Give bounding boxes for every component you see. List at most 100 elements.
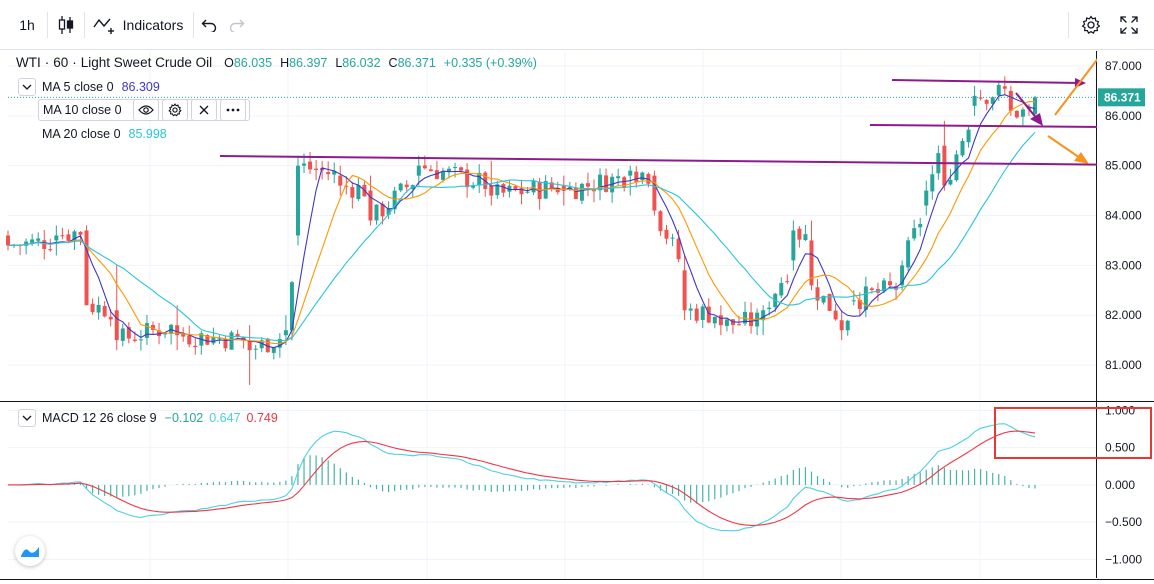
candle	[102, 301, 107, 318]
candle	[700, 304, 705, 328]
candle-body	[259, 340, 264, 349]
candle-body	[827, 293, 832, 311]
more-button[interactable]	[219, 99, 246, 121]
candle-body	[930, 174, 935, 192]
candle	[815, 279, 820, 311]
candle-body	[211, 336, 216, 344]
indicators-button[interactable]: Indicators	[88, 9, 188, 41]
resistance-line	[891, 79, 1081, 84]
indicator-name: MA 5 close 0	[42, 80, 114, 94]
collapse-toggle[interactable]	[18, 409, 36, 427]
down-arrow-line	[1015, 92, 1039, 121]
tradingview-logo[interactable]	[15, 536, 45, 566]
candle-body	[489, 185, 494, 196]
candle	[6, 230, 10, 251]
candle	[114, 265, 119, 351]
candle	[519, 179, 524, 205]
candle	[682, 255, 687, 321]
chart-canvas[interactable]: 87.000 86.000 85.000 84.000 83.000 82.000 81.0…	[0, 51, 1154, 584]
candle-body	[78, 232, 83, 235]
candle-body	[821, 295, 826, 303]
candle-body	[900, 265, 905, 286]
chart-type-button[interactable]	[52, 9, 80, 41]
macd-tick-label: 0.500	[1105, 441, 1135, 455]
candle	[851, 290, 856, 306]
candle-body	[193, 345, 198, 348]
settings-button[interactable]	[1077, 9, 1105, 41]
candle-body	[966, 129, 971, 143]
current-price-label: 86.371	[1104, 90, 1141, 104]
candle-body	[187, 335, 192, 345]
indicator-settings-button[interactable]	[161, 99, 188, 121]
candle	[984, 98, 989, 111]
candle-body	[706, 306, 711, 323]
candle-body	[622, 177, 627, 188]
candle-body	[833, 310, 838, 320]
collapse-toggle[interactable]	[18, 78, 36, 96]
fullscreen-button[interactable]	[1115, 9, 1143, 41]
candle	[616, 168, 621, 186]
candle	[271, 346, 276, 360]
candle	[126, 322, 131, 344]
candle-body	[803, 234, 808, 241]
candle	[1020, 107, 1025, 126]
redo-button[interactable]	[226, 9, 248, 41]
macd-legend[interactable]: MACD 12 26 close 9 −0.102 0.647 0.749	[18, 408, 278, 428]
more-icon	[226, 108, 239, 112]
interval-button[interactable]: 1h	[10, 9, 44, 41]
candle-body	[906, 240, 911, 268]
candle-body	[851, 300, 856, 302]
candle	[797, 226, 802, 248]
candle-body	[924, 190, 929, 206]
candle-body	[90, 303, 95, 313]
candle	[66, 229, 71, 244]
candle-body	[676, 238, 681, 260]
chart-area[interactable]: 87.000 86.000 85.000 84.000 83.000 82.000 81.0…	[0, 51, 1154, 584]
candle	[579, 182, 584, 205]
candle-body	[718, 315, 723, 326]
candle	[888, 272, 893, 289]
candle	[954, 150, 959, 182]
candle	[144, 314, 149, 345]
candle-body	[332, 170, 337, 175]
candles-group	[6, 76, 1037, 386]
candle-body	[978, 97, 983, 99]
candle	[1014, 110, 1019, 119]
ma5-line	[7, 94, 1036, 349]
symbol-interval: 60	[53, 55, 69, 70]
candle-body	[150, 325, 155, 330]
candle	[392, 186, 397, 214]
candle-body	[247, 340, 252, 351]
candle-body	[640, 172, 645, 181]
candle-body	[314, 168, 319, 170]
gear-icon	[1081, 15, 1101, 34]
indicator-ma10[interactable]: MA 10 close 0	[38, 99, 250, 121]
candle	[634, 166, 639, 188]
visibility-button[interactable]	[132, 99, 159, 121]
candle-body	[144, 323, 149, 338]
candle-body	[416, 165, 421, 176]
candle	[338, 165, 343, 196]
arrowhead	[1030, 113, 1043, 126]
candle-body	[392, 190, 397, 210]
indicator-ma20[interactable]: MA 20 close 0 85.998	[42, 124, 167, 144]
candle-body	[525, 191, 530, 193]
candle	[374, 204, 379, 225]
macd-tick-label: 0.000	[1105, 478, 1135, 492]
undo-button[interactable]	[198, 9, 220, 41]
candle	[187, 325, 192, 348]
indicator-value: 86.309	[121, 80, 160, 94]
macd-line-value: 0.647	[209, 411, 241, 425]
price-tick-label: 84.000	[1105, 209, 1142, 223]
indicator-ma5[interactable]: MA 5 close 0 86.309	[18, 77, 160, 97]
price-axis: 87.000 86.000 85.000 84.000 83.000 82.000 81.0…	[1097, 51, 1154, 400]
candle-body	[857, 300, 862, 309]
ma10-line	[7, 101, 1036, 345]
indicators-icon	[93, 18, 114, 34]
price-tick-label: 86.000	[1105, 109, 1142, 123]
candle	[1033, 95, 1037, 115]
candle	[942, 120, 947, 191]
candle-body	[108, 316, 113, 320]
remove-indicator-button[interactable]	[190, 99, 217, 121]
close-icon	[199, 105, 208, 115]
